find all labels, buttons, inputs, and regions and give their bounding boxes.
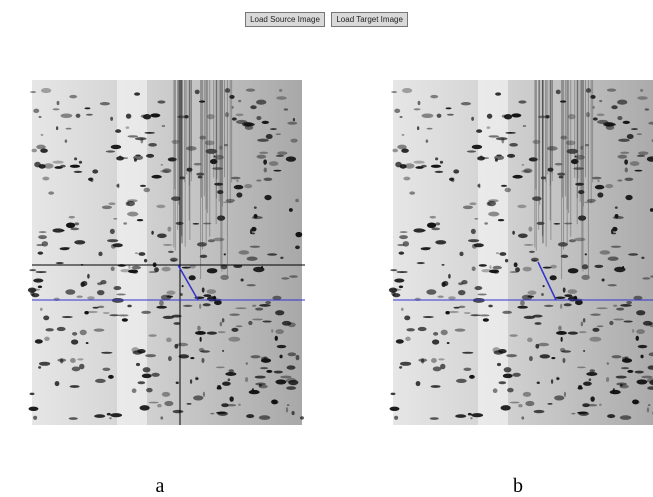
toolbar: Load Source Image Load Target Image — [0, 9, 653, 27]
target-gel — [388, 80, 653, 425]
caption: b — [513, 475, 523, 497]
match-arrow — [537, 261, 557, 301]
match-arrow — [177, 264, 199, 301]
source-gel — [27, 80, 304, 425]
load-target-button[interactable]: Load Target Image — [331, 12, 408, 27]
load-source-button[interactable]: Load Source Image — [245, 12, 325, 27]
caption: a — [156, 475, 165, 497]
